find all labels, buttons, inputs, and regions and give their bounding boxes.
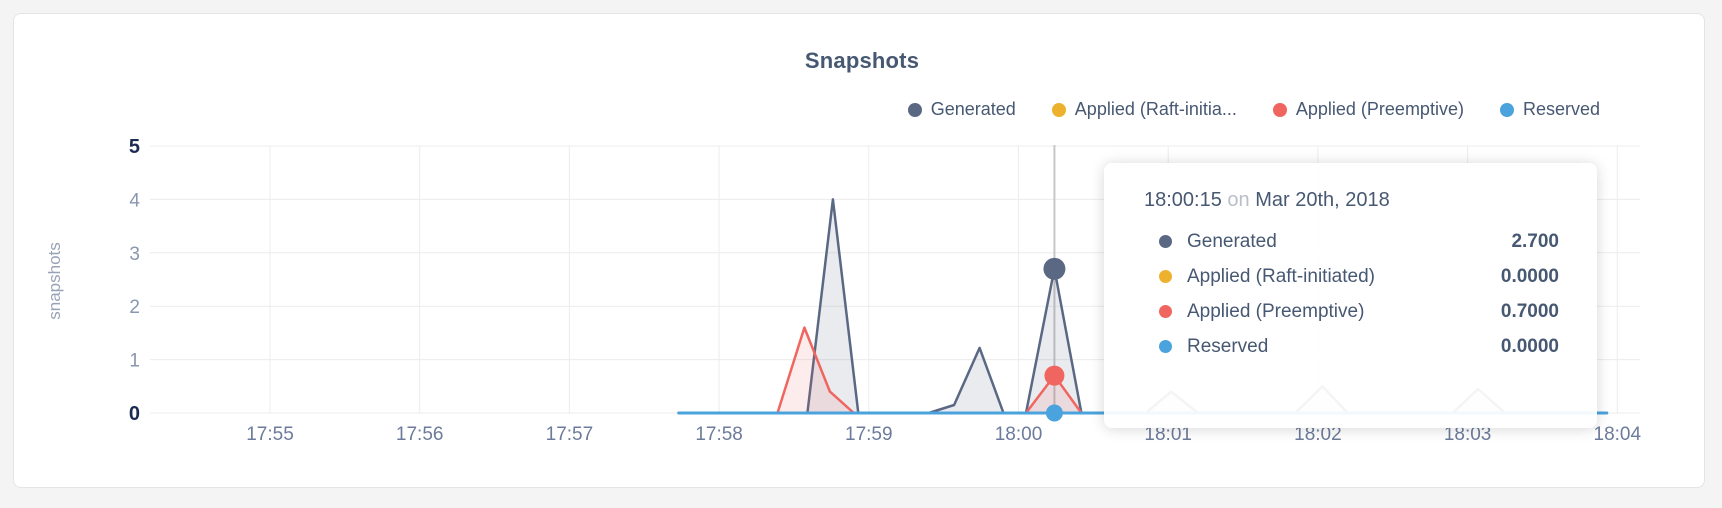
- tooltip-series-dot-icon: [1159, 305, 1172, 318]
- tooltip-row-label: Reserved: [1187, 335, 1269, 357]
- legend-item-label: Applied (Preemptive): [1295, 99, 1464, 119]
- hover-tooltip: 18:00:15 on Mar 20th, 2018 Generated 2.70…: [1104, 163, 1597, 428]
- legend-item-applied-preemptive[interactable]: Applied (Preemptive): [1272, 99, 1464, 120]
- legend-dot-icon: [1499, 102, 1514, 117]
- tooltip-series-dot-icon: [1159, 270, 1172, 283]
- tooltip-row-label: Applied (Raft-initiated): [1187, 265, 1375, 287]
- tooltip-series-dot-icon: [1159, 235, 1172, 248]
- tooltip-conjunction: on: [1227, 189, 1250, 211]
- tooltip-row-applied-preemptive: Applied (Preemptive) 0.7000: [1144, 294, 1559, 329]
- legend-item-generated[interactable]: Generated: [907, 99, 1016, 120]
- tooltip-row-applied-raft-initiated: Applied (Raft-initiated) 0.0000: [1144, 259, 1559, 294]
- tooltip-header: 18:00:15 on Mar 20th, 2018: [1144, 189, 1559, 212]
- tooltip-row-value: 2.700: [1511, 230, 1559, 252]
- legend-item-applied-raft-initia[interactable]: Applied (Raft-initia...: [1051, 99, 1237, 120]
- legend-item-reserved[interactable]: Reserved: [1499, 99, 1600, 120]
- tooltip-date: Mar 20th, 2018: [1255, 189, 1390, 211]
- tooltip-rows: Generated 2.700 Applied (Raft-initiated) 0.…: [1144, 224, 1559, 364]
- legend-item-label: Generated: [930, 99, 1016, 119]
- legend-dot-icon: [907, 102, 922, 117]
- tooltip-row-value: 0.7000: [1500, 300, 1559, 322]
- tooltip-row-value: 0.0000: [1500, 265, 1559, 287]
- chart-title: Snapshots: [804, 48, 920, 73]
- tooltip-time: 18:00:15: [1144, 189, 1222, 211]
- tooltip-row-generated: Generated 2.700: [1144, 224, 1559, 259]
- tooltip-row-reserved: Reserved 0.0000: [1144, 329, 1559, 364]
- legend-dot-icon: [1051, 102, 1066, 117]
- tooltip-row-label: Generated: [1187, 230, 1277, 252]
- y-axis-title: snapshots: [45, 242, 64, 320]
- legend-dot-icon: [1272, 102, 1287, 117]
- legend-item-label: Applied (Raft-initia...: [1074, 99, 1237, 119]
- tooltip-series-dot-icon: [1159, 340, 1172, 353]
- tooltip-row-value: 0.0000: [1500, 335, 1559, 357]
- legend: Generated Applied (Raft-initia... Applied …: [907, 99, 1600, 120]
- legend-item-label: Reserved: [1522, 99, 1600, 119]
- tooltip-row-label: Applied (Preemptive): [1187, 300, 1365, 322]
